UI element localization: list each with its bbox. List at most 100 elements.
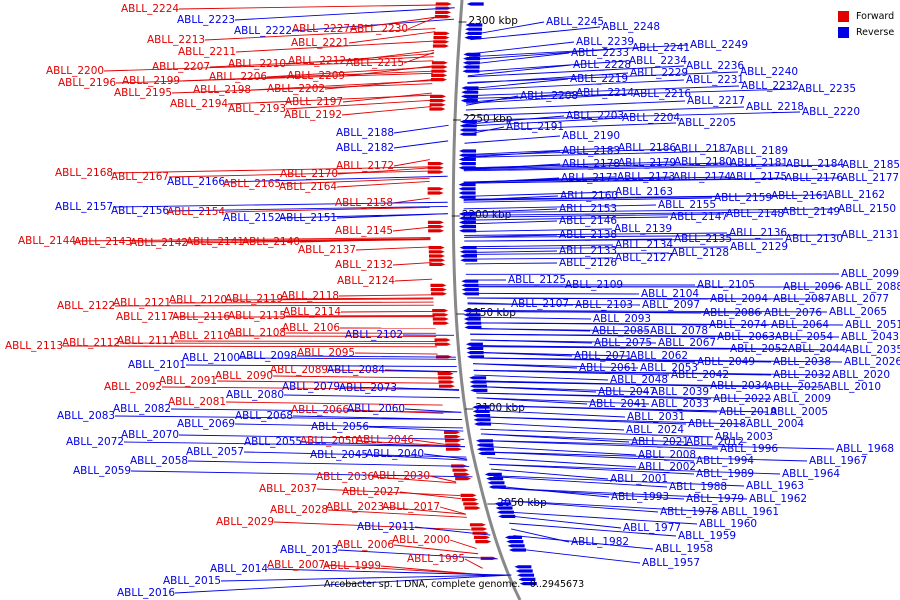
gene-label-abll_2085[interactable]: ABLL_2085 (592, 325, 650, 337)
gene-label-abll_2171[interactable]: ABLL_2171 (561, 172, 619, 184)
gene-label-abll_2054[interactable]: ABLL_2054 (775, 331, 833, 343)
gene-label-abll_2110[interactable]: ABLL_2110 (172, 330, 230, 342)
gene-label-abll_2047[interactable]: ABLL_2047 (598, 386, 656, 398)
gene-label-abll_2077[interactable]: ABLL_2077 (831, 293, 889, 305)
gene-label-abll_2233[interactable]: ABLL_2233 (571, 47, 629, 59)
gene-label-abll_2198[interactable]: ABLL_2198 (193, 84, 251, 96)
gene-label-abll_2118[interactable]: ABLL_2118 (281, 290, 339, 302)
gene-label-abll_2179[interactable]: ABLL_2179 (618, 157, 676, 169)
gene-label-abll_2207[interactable]: ABLL_2207 (152, 61, 210, 73)
gene-label-abll_2248[interactable]: ABLL_2248 (602, 21, 660, 33)
gene-label-abll_2033[interactable]: ABLL_2033 (651, 398, 709, 410)
gene-label-abll_2184[interactable]: ABLL_2184 (786, 158, 844, 170)
gene-label-abll_2104[interactable]: ABLL_2104 (641, 288, 699, 300)
gene-label-abll_1988[interactable]: ABLL_1988 (669, 481, 727, 493)
gene-label-abll_2113[interactable]: ABLL_2113 (5, 340, 63, 352)
gene-label-abll_2145[interactable]: ABLL_2145 (335, 225, 393, 237)
gene-label-abll_2056[interactable]: ABLL_2056 (311, 421, 369, 433)
gene-label-abll_2178[interactable]: ABLL_2178 (562, 158, 620, 170)
gene-label-abll_2186[interactable]: ABLL_2186 (618, 142, 676, 154)
gene-label-abll_1977[interactable]: ABLL_1977 (623, 522, 681, 534)
gene-label-abll_2164[interactable]: ABLL_2164 (279, 181, 337, 193)
gene-label-abll_2166[interactable]: ABLL_2166 (167, 176, 225, 188)
gene-label-abll_2170[interactable]: ABLL_2170 (280, 168, 338, 180)
gene-label-abll_2102[interactable]: ABLL_2102 (345, 329, 403, 341)
gene-label-abll_2235[interactable]: ABLL_2235 (798, 83, 856, 95)
gene-label-abll_2057[interactable]: ABLL_2057 (186, 446, 244, 458)
gene-label-abll_2224[interactable]: ABLL_2224 (121, 3, 179, 15)
gene-label-abll_2088[interactable]: ABLL_2088 (845, 281, 900, 293)
gene-label-abll_2220[interactable]: ABLL_2220 (802, 106, 860, 118)
gene-label-abll_1989[interactable]: ABLL_1989 (696, 468, 754, 480)
gene-label-abll_2130[interactable]: ABLL_2130 (785, 233, 843, 245)
gene-label-abll_2204[interactable]: ABLL_2204 (622, 112, 680, 124)
gene-label-abll_2111[interactable]: ABLL_2111 (117, 335, 175, 347)
gene-label-abll_2154[interactable]: ABLL_2154 (167, 206, 225, 218)
gene-label-abll_2214[interactable]: ABLL_2214 (576, 87, 634, 99)
gene-label-abll_2181[interactable]: ABLL_2181 (730, 157, 788, 169)
gene-label-abll_2097[interactable]: ABLL_2097 (642, 299, 700, 311)
gene-label-abll_2011[interactable]: ABLL_2011 (357, 521, 415, 533)
gene-label-abll_2205[interactable]: ABLL_2205 (678, 117, 736, 129)
gene-label-abll_2080[interactable]: ABLL_2080 (226, 389, 284, 401)
gene-label-abll_2058[interactable]: ABLL_2058 (130, 455, 188, 467)
gene-label-abll_2066[interactable]: ABLL_2066 (291, 404, 349, 416)
gene-label-abll_2086[interactable]: ABLL_2086 (703, 307, 761, 319)
gene-label-abll_2146[interactable]: ABLL_2146 (559, 215, 617, 227)
gene-label-abll_2109[interactable]: ABLL_2109 (565, 279, 623, 291)
gene-label-abll_2127[interactable]: ABLL_2127 (615, 252, 673, 264)
gene-label-abll_2099[interactable]: ABLL_2099 (841, 268, 899, 280)
gene-label-abll_2161[interactable]: ABLL_2161 (771, 190, 829, 202)
gene-label-abll_2090[interactable]: ABLL_2090 (215, 370, 273, 382)
gene-label-abll_2211[interactable]: ABLL_2211 (178, 46, 236, 58)
gene-label-abll_2177[interactable]: ABLL_2177 (841, 172, 899, 184)
gene-label-abll_2120[interactable]: ABLL_2120 (169, 294, 227, 306)
gene-label-abll_1978[interactable]: ABLL_1978 (660, 506, 718, 518)
gene-label-abll_2007[interactable]: ABLL_2007 (267, 559, 325, 571)
gene-label-abll_2000[interactable]: ABLL_2000 (392, 534, 450, 546)
gene-label-abll_2091[interactable]: ABLL_2091 (159, 375, 217, 387)
gene-label-abll_2168[interactable]: ABLL_2168 (55, 167, 113, 179)
gene-label-abll_2115[interactable]: ABLL_2115 (228, 310, 286, 322)
gene-label-abll_2008[interactable]: ABLL_2008 (638, 449, 696, 461)
gene-label-abll_2155[interactable]: ABLL_2155 (658, 199, 716, 211)
gene-label-abll_2065[interactable]: ABLL_2065 (829, 306, 887, 318)
gene-label-abll_2082[interactable]: ABLL_2082 (113, 403, 171, 415)
gene-label-abll_2073[interactable]: ABLL_2073 (339, 382, 397, 394)
gene-label-abll_2087[interactable]: ABLL_2087 (773, 293, 831, 305)
gene-label-abll_2107[interactable]: ABLL_2107 (511, 298, 569, 310)
gene-label-abll_2092[interactable]: ABLL_2092 (104, 381, 162, 393)
gene-label-abll_2129[interactable]: ABLL_2129 (730, 241, 788, 253)
gene-label-abll_2022[interactable]: ABLL_2022 (713, 393, 771, 405)
gene-label-abll_2188[interactable]: ABLL_2188 (336, 127, 394, 139)
gene-label-abll_2039[interactable]: ABLL_2039 (651, 386, 709, 398)
gene-label-abll_2223[interactable]: ABLL_2223 (177, 14, 235, 26)
gene-label-abll_1961[interactable]: ABLL_1961 (721, 506, 779, 518)
gene-label-abll_2114[interactable]: ABLL_2114 (283, 306, 341, 318)
gene-label-abll_2083[interactable]: ABLL_2083 (57, 410, 115, 422)
gene-label-abll_2116[interactable]: ABLL_2116 (172, 311, 230, 323)
gene-label-abll_2018[interactable]: ABLL_2018 (688, 418, 746, 430)
gene-label-abll_2093[interactable]: ABLL_2093 (593, 313, 651, 325)
gene-label-abll_2103[interactable]: ABLL_2103 (575, 299, 633, 311)
gene-label-abll_2004[interactable]: ABLL_2004 (746, 418, 804, 430)
gene-label-abll_2045[interactable]: ABLL_2045 (310, 449, 368, 461)
gene-label-abll_2031[interactable]: ABLL_2031 (627, 411, 685, 423)
gene-label-abll_2151[interactable]: ABLL_2151 (279, 212, 337, 224)
gene-label-abll_2074[interactable]: ABLL_2074 (709, 319, 767, 331)
gene-label-abll_2228[interactable]: ABLL_2228 (573, 59, 631, 71)
gene-label-abll_2143[interactable]: ABLL_2143 (74, 236, 132, 248)
gene-label-abll_2035[interactable]: ABLL_2035 (845, 344, 900, 356)
gene-label-abll_2105[interactable]: ABLL_2105 (697, 279, 755, 291)
gene-label-abll_2041[interactable]: ABLL_2041 (589, 398, 647, 410)
gene-label-abll_2063[interactable]: ABLL_2063 (717, 331, 775, 343)
gene-label-abll_2013[interactable]: ABLL_2013 (280, 544, 338, 556)
gene-label-abll_2117[interactable]: ABLL_2117 (116, 311, 174, 323)
gene-label-abll_2234[interactable]: ABLL_2234 (629, 55, 687, 67)
gene-label-abll_1993[interactable]: ABLL_1993 (611, 491, 669, 503)
gene-label-abll_2153[interactable]: ABLL_2153 (559, 203, 617, 215)
gene-label-abll_1963[interactable]: ABLL_1963 (746, 480, 804, 492)
gene-label-abll_1995[interactable]: ABLL_1995 (407, 553, 465, 565)
gene-label-abll_2209[interactable]: ABLL_2209 (287, 70, 345, 82)
gene-label-abll_2140[interactable]: ABLL_2140 (242, 236, 300, 248)
